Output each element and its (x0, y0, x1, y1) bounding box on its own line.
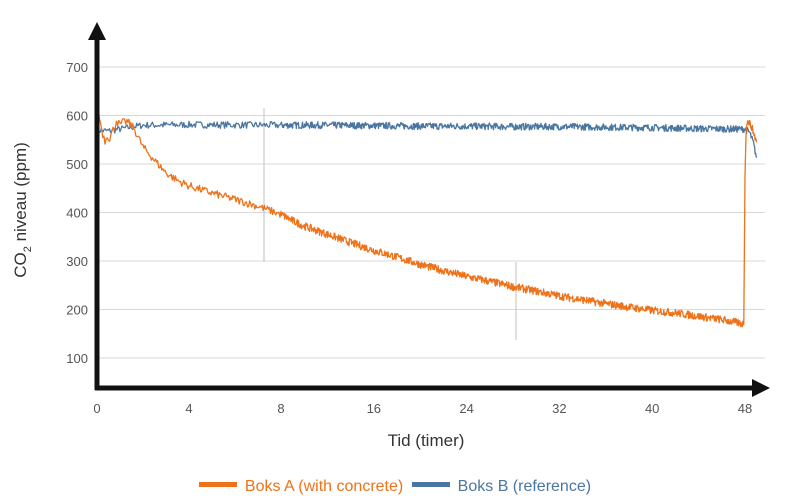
legend-item-boks-b: Boks B (reference) (411, 478, 592, 496)
legend-item-boks-a: Boks A (with concrete) (198, 478, 404, 496)
legend-swatch-boks-b (411, 482, 450, 488)
legend-swatch-boks-a (198, 482, 237, 488)
y-axis-title: CO2 niveau (ppm) (11, 142, 34, 278)
y-tick-label-600: 600 (66, 109, 88, 124)
x-tick-label-24: 24 (459, 401, 473, 416)
faint-artifact-lines (263, 108, 517, 340)
legend-label-boks-a: Boks A (with concrete) (244, 478, 404, 495)
series-line-boks-b (96, 120, 758, 158)
y-axis-title-main: CO (11, 252, 30, 278)
legend-label-boks-b: Boks B (reference) (457, 478, 592, 495)
x-axis-arrowhead (752, 379, 770, 397)
y-tick-label-200: 200 (66, 303, 88, 318)
y-tick-label-700: 700 (66, 60, 88, 75)
y-tick-label-500: 500 (66, 157, 88, 172)
x-tick-label-4: 4 (185, 401, 192, 416)
x-tick-label-16: 16 (367, 401, 381, 416)
grid-lines (97, 66, 765, 359)
x-tick-label-40: 40 (645, 401, 659, 416)
y-axis-arrowhead (88, 22, 106, 40)
x-axis-title: Tid (timer) (388, 431, 465, 450)
data-series (96, 110, 758, 328)
x-tick-label-0: 0 (93, 401, 100, 416)
legend: Boks A (with concrete) Boks B (reference… (0, 478, 790, 496)
x-tick-label-48: 48 (738, 401, 752, 416)
y-tick-label-300: 300 (66, 254, 88, 269)
axes (88, 22, 770, 397)
x-tick-label-32: 32 (552, 401, 566, 416)
x-tick-label-8: 8 (277, 401, 284, 416)
y-axis-title-subscript: 2 (22, 246, 34, 252)
y-tick-label-100: 100 (66, 351, 88, 366)
y-axis-title-rest: niveau (ppm) (11, 142, 30, 246)
y-tick-label-400: 400 (66, 206, 88, 221)
series-line-boks-a (96, 110, 758, 328)
